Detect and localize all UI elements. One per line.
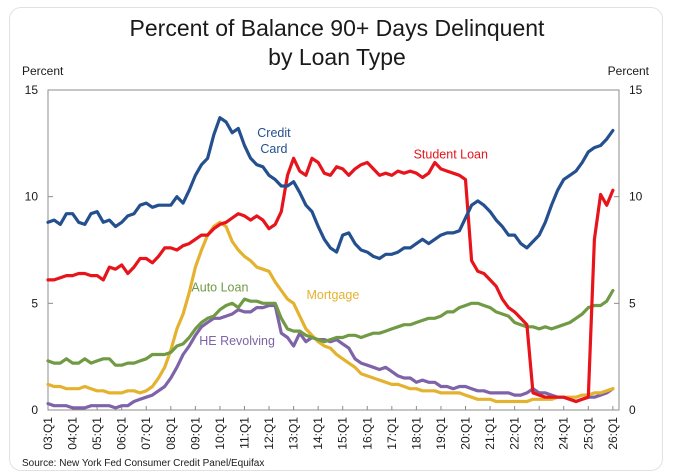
source-note: Source: New York Fed Consumer Credit Pan…: [22, 458, 264, 469]
x-tick-label: 13:Q1: [287, 417, 301, 450]
x-tick-label: 25:Q1: [581, 417, 595, 450]
y-tick-label-right: 15: [629, 83, 643, 97]
left-axis-label: Percent: [22, 64, 64, 78]
x-tick-label: 08:Q1: [164, 417, 178, 450]
x-tick-label: 26:Q1: [606, 417, 620, 450]
y-tick-label-left: 0: [31, 403, 38, 417]
x-tick-label: 16:Q1: [360, 417, 374, 450]
x-tick-label: 24:Q1: [557, 417, 571, 450]
x-tick-label: 21:Q1: [483, 417, 497, 450]
chart-border: [9, 7, 663, 471]
series-label-mortgage: Mortgage: [306, 288, 359, 302]
x-tick-label: 15:Q1: [336, 417, 350, 450]
chart-title-line-1: Percent of Balance 90+ Days Delinquent: [130, 15, 546, 41]
y-tick-label-right: 5: [629, 296, 636, 310]
plot-area: [47, 89, 620, 411]
x-tick-label: 09:Q1: [188, 417, 202, 450]
x-tick-label: 12:Q1: [262, 417, 276, 450]
x-tick-label: 17:Q1: [385, 417, 399, 450]
x-tick-label: 03:Q1: [41, 417, 55, 450]
x-tick-label: 07:Q1: [139, 417, 153, 450]
series-label-he-revolving: HE Revolving: [199, 334, 275, 348]
right-axis-label: Percent: [608, 64, 650, 78]
x-tick-label: 05:Q1: [90, 417, 104, 450]
series-label-auto-loan: Auto Loan: [191, 281, 248, 295]
y-tick-label-left: 5: [31, 296, 38, 310]
y-tick-label-right: 10: [629, 190, 643, 204]
series-line-auto-loan: [46, 288, 615, 367]
series-label-credit-card: Credit: [257, 126, 291, 140]
series-line-mortgage: [46, 220, 615, 404]
series-line-he-revolving: [46, 303, 615, 410]
x-tick-label: 06:Q1: [115, 417, 129, 450]
y-tick-label-left: 15: [25, 83, 39, 97]
x-tick-label: 23:Q1: [532, 417, 546, 450]
x-tick-label: 14:Q1: [311, 417, 325, 450]
x-tick-label: 18:Q1: [409, 417, 423, 450]
x-tick-label: 10:Q1: [213, 417, 227, 450]
y-tick-label-left: 10: [25, 190, 39, 204]
series-line-student-loan: [46, 156, 615, 404]
x-tick-label: 22:Q1: [508, 417, 522, 450]
x-tick-label: 11:Q1: [237, 417, 251, 449]
x-tick-label: 19:Q1: [434, 417, 448, 450]
chart-title-line-2: by Loan Type: [268, 44, 406, 70]
series-line-credit-card: [46, 116, 615, 261]
x-tick-label: 04:Q1: [66, 417, 80, 450]
series-label-credit-card: Card: [260, 142, 287, 156]
x-tick-label: 20:Q1: [459, 417, 473, 450]
series-label-student-loan: Student Loan: [414, 147, 488, 161]
y-tick-label-right: 0: [629, 403, 636, 417]
